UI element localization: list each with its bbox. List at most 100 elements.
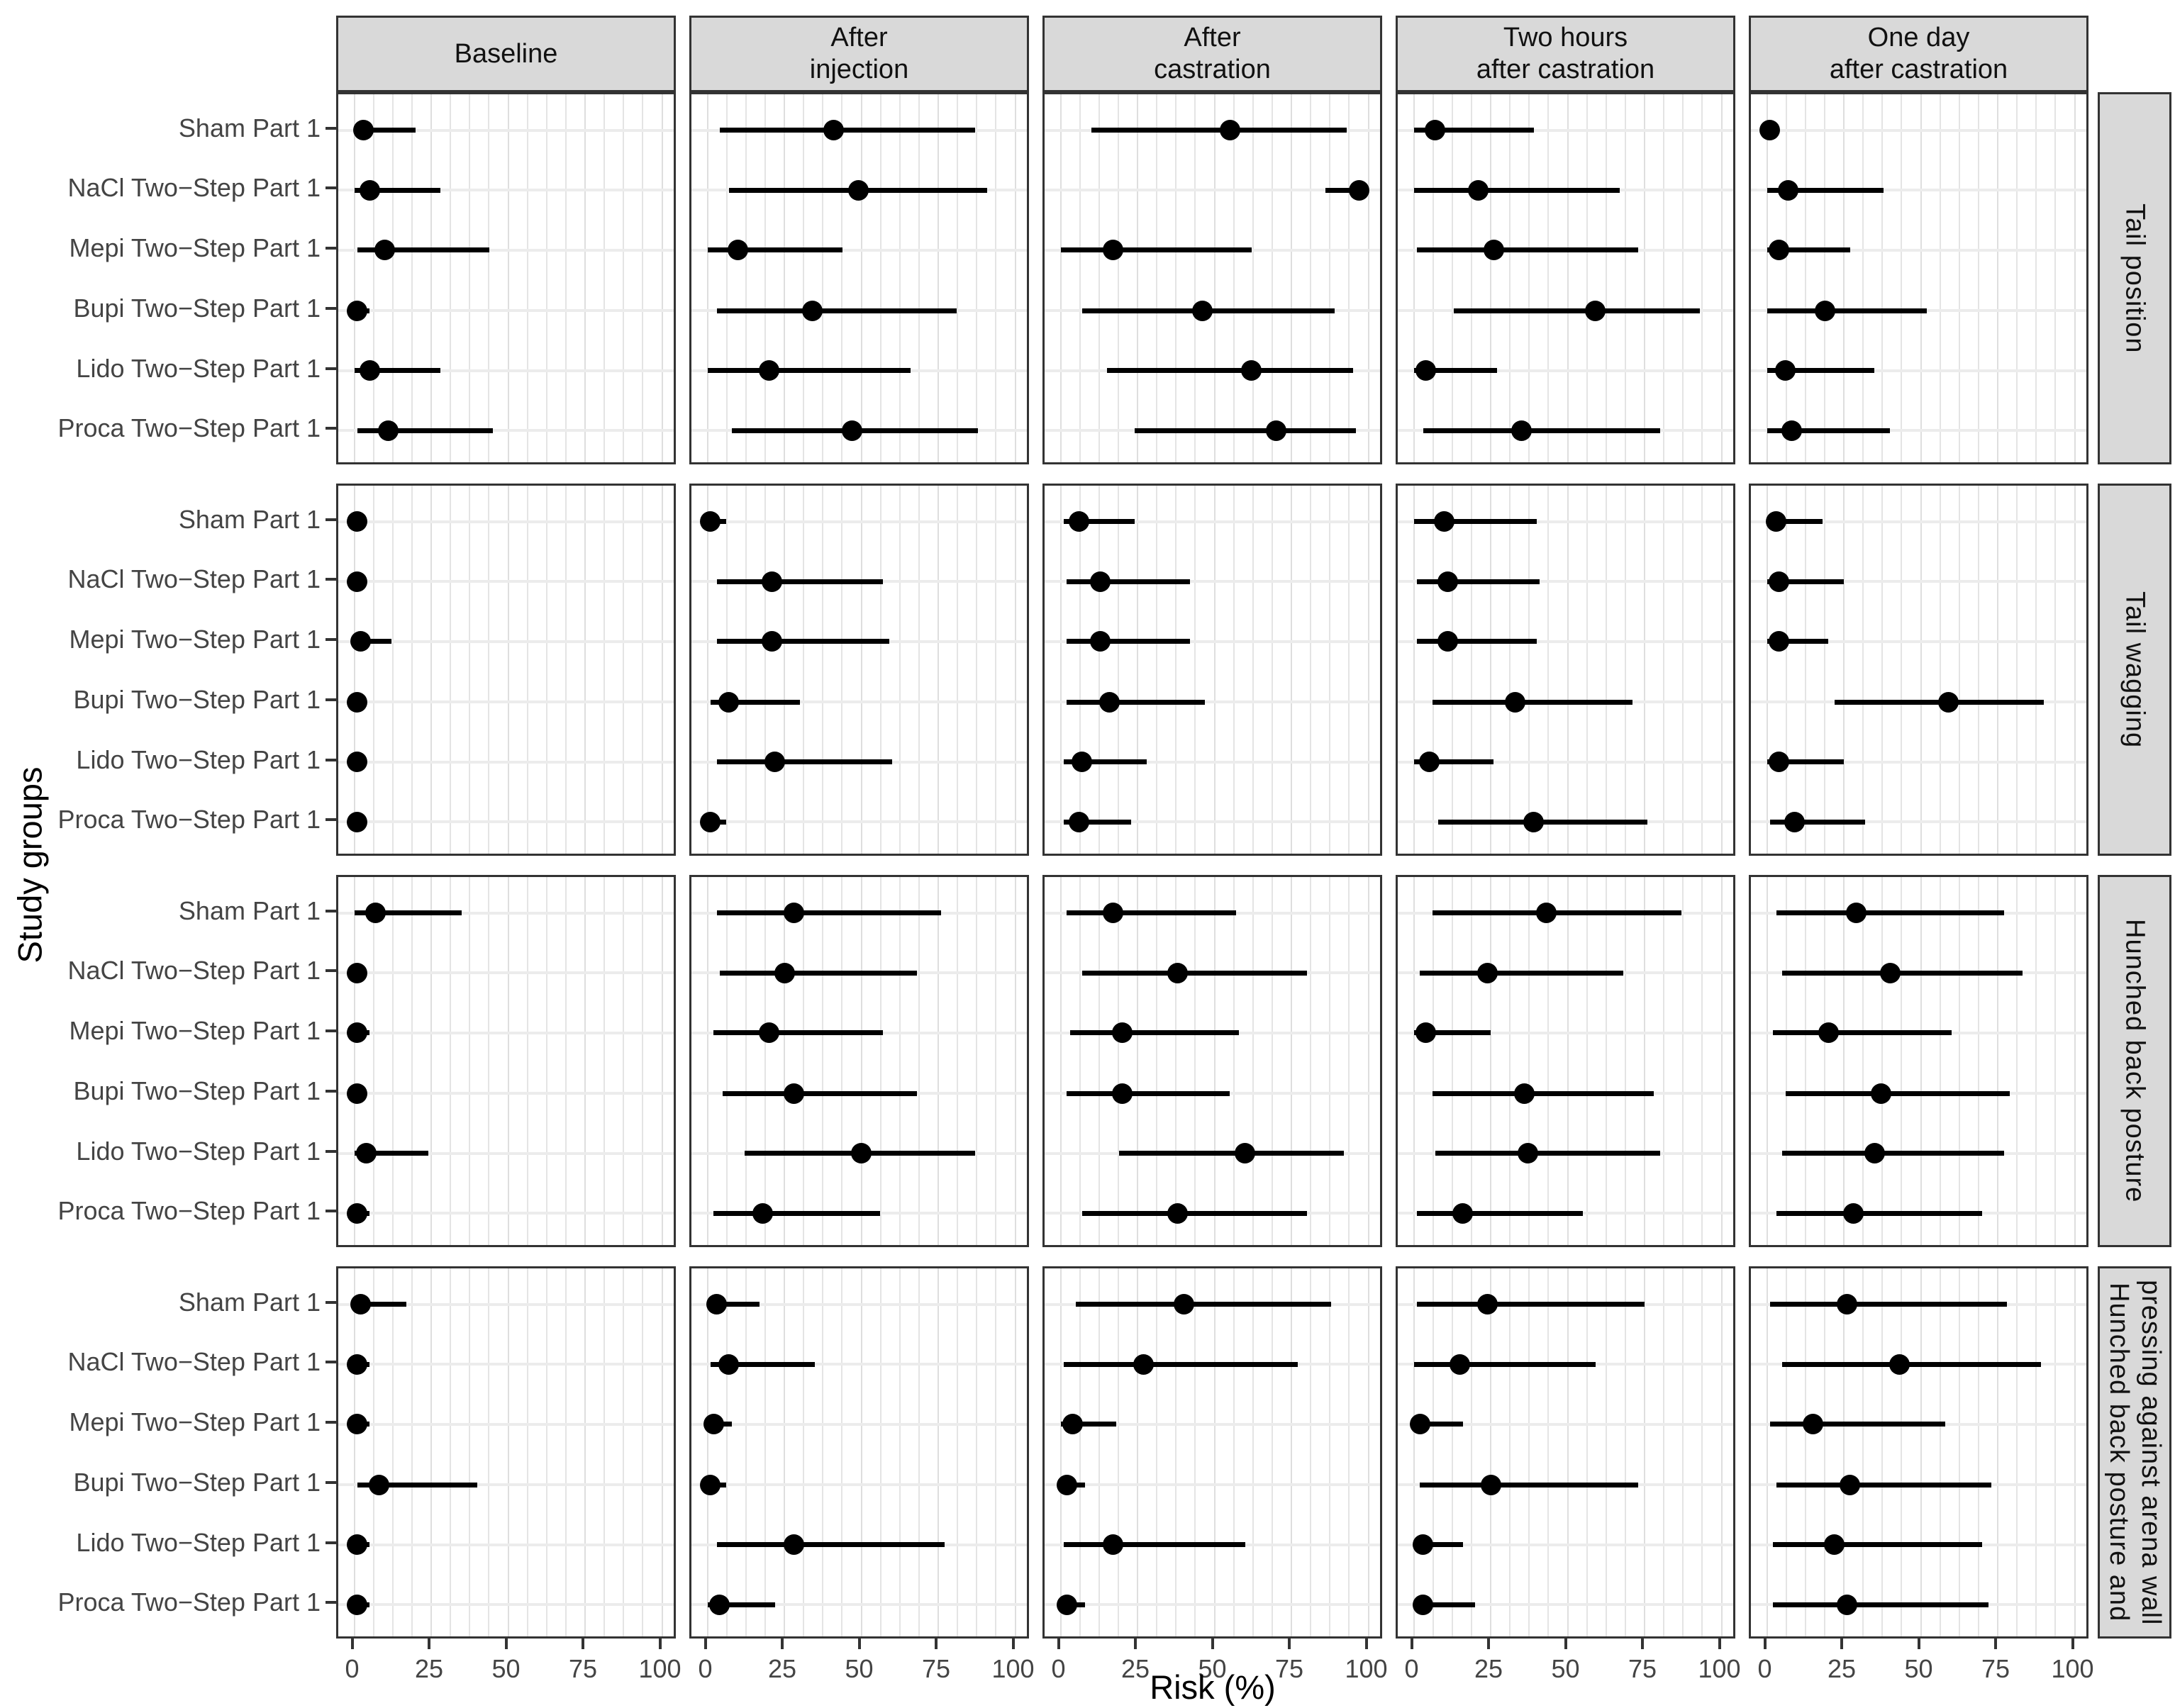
x-tick-label: 100 xyxy=(1345,1654,1388,1683)
gridline-vertical xyxy=(1843,486,1845,854)
gridline-vertical xyxy=(1843,1268,1845,1636)
gridline-horizontal xyxy=(338,640,674,643)
gridline-vertical xyxy=(995,1268,997,1636)
group-label: Proca Two−Step Part 1 xyxy=(57,805,321,835)
point-estimate xyxy=(718,691,740,713)
point-estimate xyxy=(1413,1594,1434,1615)
group-label: Proca Two−Step Part 1 xyxy=(57,1196,321,1226)
gridline-vertical xyxy=(1194,877,1196,1245)
confidence-interval xyxy=(1118,1151,1344,1156)
point-estimate xyxy=(758,360,779,381)
gridline-vertical xyxy=(706,486,708,854)
gridline-vertical xyxy=(1605,877,1607,1245)
gridline-vertical xyxy=(1014,486,1016,854)
point-estimate xyxy=(728,240,749,261)
gridline-vertical xyxy=(1117,486,1119,854)
gridline-vertical xyxy=(1059,1268,1062,1636)
gridline-vertical xyxy=(957,1268,959,1636)
gridline-vertical xyxy=(1194,1268,1196,1636)
gridline-vertical xyxy=(1432,486,1434,854)
point-estimate xyxy=(347,1202,368,1224)
gridline-vertical xyxy=(1701,94,1703,462)
gridline-vertical xyxy=(1663,877,1665,1245)
gridline-vertical xyxy=(430,486,432,854)
panel-1-0 xyxy=(336,484,676,856)
point-estimate xyxy=(841,420,862,441)
x-tick xyxy=(1134,1639,1137,1649)
gridline-horizontal xyxy=(1751,640,2086,643)
gridline-horizontal xyxy=(1751,189,2086,192)
x-axis-title: Risk (%) xyxy=(1150,1668,1276,1706)
confidence-interval xyxy=(1063,1361,1298,1367)
confidence-interval xyxy=(354,368,441,374)
gridline-vertical xyxy=(1823,877,1825,1245)
gridline-horizontal xyxy=(338,1363,674,1366)
gridline-vertical xyxy=(623,94,625,462)
group-label: Lido Two−Step Part 1 xyxy=(76,744,321,774)
point-estimate xyxy=(783,1534,804,1556)
gridline-vertical xyxy=(2035,94,2037,462)
gridline-vertical xyxy=(1766,94,1768,462)
gridline-vertical xyxy=(1663,1268,1665,1636)
gridline-vertical xyxy=(745,486,747,854)
group-label: Lido Two−Step Part 1 xyxy=(76,353,321,383)
gridline-horizontal xyxy=(338,580,674,584)
point-estimate xyxy=(347,811,368,832)
x-tick-label: 100 xyxy=(991,1654,1035,1683)
row-facet-label: Tail position xyxy=(2120,203,2150,354)
gridline-horizontal xyxy=(338,971,674,975)
gridline-vertical xyxy=(1785,94,1787,462)
y-tick xyxy=(326,818,336,822)
point-estimate xyxy=(1836,1594,1857,1615)
point-estimate xyxy=(1523,811,1545,832)
point-estimate xyxy=(347,1414,368,1435)
gridline-vertical xyxy=(353,486,355,854)
gridline-vertical xyxy=(803,94,805,462)
gridline-vertical xyxy=(411,1268,413,1636)
point-estimate xyxy=(347,571,368,592)
gridline-vertical xyxy=(938,1268,939,1636)
gridline-horizontal xyxy=(1398,520,1733,523)
gridline-vertical xyxy=(1977,94,1979,462)
gridline-vertical xyxy=(1310,486,1312,854)
confidence-interval xyxy=(1773,1030,1952,1036)
confidence-interval xyxy=(1769,1422,1946,1427)
gridline-vertical xyxy=(1644,486,1645,854)
gridline-vertical xyxy=(584,1268,586,1636)
confidence-interval xyxy=(723,1090,917,1096)
group-label: NaCl Two−Step Part 1 xyxy=(67,1347,321,1377)
gridline-vertical xyxy=(1098,486,1100,854)
point-estimate xyxy=(1585,300,1606,321)
point-estimate xyxy=(347,752,368,773)
confidence-interval xyxy=(707,1302,760,1307)
confidence-interval xyxy=(1416,247,1639,253)
col-facet-label: After castration xyxy=(1154,23,1271,84)
confidence-interval xyxy=(354,639,391,644)
gridline-vertical xyxy=(1586,94,1588,462)
row-facet-strip-hunched-back: Hunched back posture xyxy=(2098,875,2171,1247)
gridline-vertical xyxy=(1213,877,1216,1245)
gridline-vertical xyxy=(1843,94,1845,462)
point-estimate xyxy=(350,1294,371,1315)
gridline-vertical xyxy=(661,94,663,462)
point-estimate xyxy=(1111,1083,1133,1104)
gridline-vertical xyxy=(469,486,471,854)
y-tick xyxy=(326,1029,336,1032)
x-tick-label: 50 xyxy=(1198,1654,1227,1683)
gridline-vertical xyxy=(1432,1268,1434,1636)
gridline-horizontal xyxy=(338,1603,674,1607)
gridline-vertical xyxy=(1413,1268,1415,1636)
gridline-vertical xyxy=(1156,1268,1158,1636)
gridline-vertical xyxy=(564,1268,567,1636)
gridline-horizontal xyxy=(1045,1483,1380,1487)
point-estimate xyxy=(1056,1474,1077,1495)
point-estimate xyxy=(1864,1143,1885,1164)
gridline-vertical xyxy=(725,486,728,854)
point-estimate xyxy=(774,962,795,983)
confidence-interval xyxy=(1767,579,1844,584)
gridline-horizontal xyxy=(338,1543,674,1546)
gridline-vertical xyxy=(1720,486,1723,854)
gridline-vertical xyxy=(1823,94,1825,462)
gridline-horizontal xyxy=(1751,520,2086,523)
confidence-interval xyxy=(707,368,911,374)
